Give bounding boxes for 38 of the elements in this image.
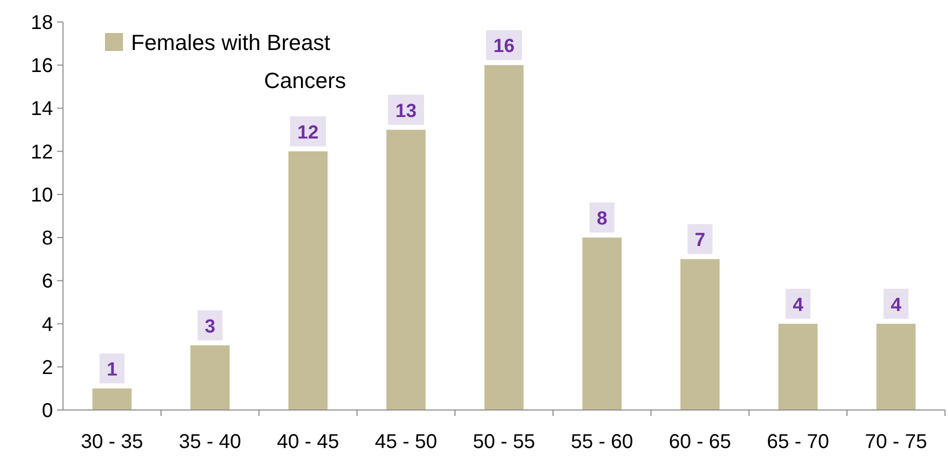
y-tick-label: 10 <box>30 184 53 206</box>
bar <box>680 259 720 410</box>
legend-label: Females with Breast Cancers <box>131 30 346 93</box>
data-label: 7 <box>694 230 706 252</box>
x-tick-label: 30 - 35 <box>80 431 144 453</box>
bar <box>582 238 622 410</box>
bar <box>484 65 524 410</box>
x-tick-label: 70 - 75 <box>864 431 928 453</box>
y-tick-label: 14 <box>30 98 53 120</box>
bar <box>190 345 230 410</box>
y-tick-label: 4 <box>42 314 53 336</box>
data-label: 12 <box>297 122 319 144</box>
y-tick-label: 6 <box>42 270 53 293</box>
bar <box>386 130 426 410</box>
data-label: 16 <box>493 36 515 58</box>
y-tick-label: 2 <box>42 356 53 379</box>
data-label: 1 <box>106 359 118 380</box>
x-tick-label: 60 - 65 <box>668 431 732 453</box>
x-tick-label: 35 - 40 <box>178 431 242 453</box>
data-label: 3 <box>204 316 216 338</box>
data-label: 4 <box>792 294 804 316</box>
x-tick-label: 40 - 45 <box>276 431 340 453</box>
data-label: 4 <box>890 294 902 316</box>
y-tick-label: 0 <box>42 400 53 422</box>
x-tick-label: 65 - 70 <box>766 431 830 453</box>
y-tick-label: 18 <box>30 12 53 34</box>
y-tick-label: 8 <box>42 228 53 250</box>
data-label: 13 <box>395 100 417 122</box>
x-tick-label: 50 - 55 <box>472 431 536 453</box>
bar <box>92 388 132 410</box>
x-tick-label: 45 - 50 <box>374 431 438 453</box>
bar <box>288 151 328 410</box>
data-label: 8 <box>596 208 608 230</box>
y-tick-label: 12 <box>30 141 53 164</box>
y-tick-label: 16 <box>30 55 53 78</box>
bar <box>778 324 818 410</box>
bar <box>876 324 916 410</box>
x-tick-label: 55 - 60 <box>570 431 634 453</box>
